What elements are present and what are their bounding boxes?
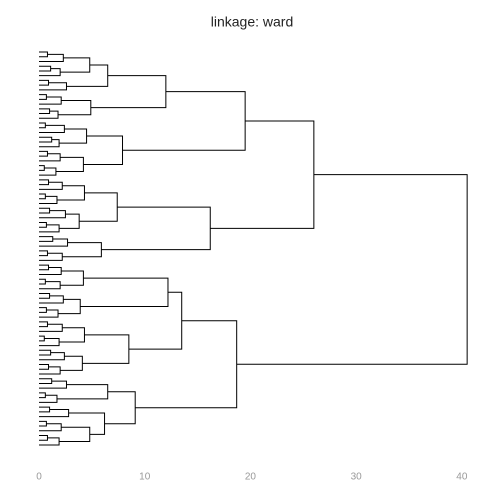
link [39,378,53,384]
link [39,210,66,219]
link [236,174,468,365]
link [39,364,50,370]
link [59,327,85,343]
link [56,185,85,201]
link [39,307,47,313]
link [104,391,136,425]
link [39,193,46,200]
link [39,96,62,105]
x-tick-label: 40 [456,472,468,483]
link [39,68,61,77]
link [39,224,60,233]
link [39,295,64,304]
link [39,266,62,276]
link [59,213,80,229]
link [210,120,315,229]
link [39,236,54,242]
link [39,79,50,86]
link [58,298,81,315]
link [90,75,167,109]
link [39,281,61,290]
x-tick-label: 0 [36,472,42,483]
link [60,270,84,286]
link [39,309,59,318]
link [39,124,65,133]
link [39,238,69,247]
link [39,323,63,332]
chart-title: linkage: ward [211,14,294,30]
link [39,292,51,299]
link [39,349,52,356]
link [58,100,92,116]
link [39,250,48,257]
link [68,412,106,435]
link [122,91,246,151]
link [39,136,53,143]
link [60,355,83,371]
link [39,122,46,129]
link [66,64,109,87]
link [39,437,60,446]
x-tick-label: 30 [351,472,363,483]
link [39,207,51,214]
link [39,181,63,190]
link [39,179,50,186]
link [39,337,60,347]
link [39,420,47,427]
link [56,384,109,400]
link [135,320,238,409]
link [60,57,91,73]
link [80,277,169,308]
link [128,291,183,350]
link [59,426,91,442]
link [39,408,70,418]
link [39,352,65,361]
link [39,394,58,403]
link [39,366,61,375]
link [39,150,48,157]
link [39,110,59,119]
x-tick-label: 20 [245,472,257,483]
link [39,252,63,261]
link [39,65,52,72]
link [39,335,45,342]
link [39,53,64,62]
x-tick-label: 10 [139,472,151,483]
link [39,165,45,171]
link [39,392,46,399]
link [59,128,88,144]
link [62,242,102,258]
link [39,321,48,328]
link [82,334,130,364]
link [39,221,47,228]
link [39,423,62,432]
link [39,264,50,271]
link [101,206,211,251]
link [39,51,48,58]
link [39,153,61,162]
link [39,435,48,441]
link [39,82,67,91]
link [39,108,51,115]
link [39,195,58,205]
link [39,406,51,413]
link [39,139,60,148]
link [39,167,57,176]
link [83,135,124,165]
link [39,380,67,389]
link [39,94,47,100]
link [39,278,46,285]
